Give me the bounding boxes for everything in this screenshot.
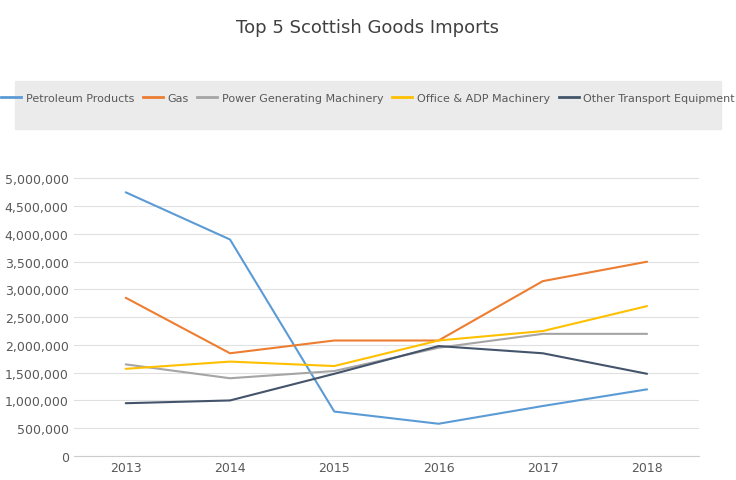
Power Generating Machinery bbox=[539, 331, 548, 337]
Other Transport Equipment bbox=[226, 398, 235, 404]
Other Transport Equipment bbox=[121, 400, 130, 406]
Petroleum Products bbox=[330, 409, 339, 415]
Power Generating Machinery bbox=[121, 362, 130, 368]
Line: Office & ADP Machinery: Office & ADP Machinery bbox=[126, 306, 647, 369]
Gas bbox=[539, 279, 548, 285]
Other Transport Equipment bbox=[330, 371, 339, 377]
Power Generating Machinery bbox=[226, 375, 235, 381]
Legend: Petroleum Products, Gas, Power Generating Machinery, Office & ADP Machinery, Oth: Petroleum Products, Gas, Power Generatin… bbox=[0, 90, 736, 108]
Gas bbox=[330, 338, 339, 344]
Office & ADP Machinery bbox=[643, 303, 651, 309]
Power Generating Machinery bbox=[643, 331, 651, 337]
Other Transport Equipment bbox=[643, 371, 651, 377]
Gas bbox=[643, 259, 651, 265]
Text: Top 5 Scottish Goods Imports: Top 5 Scottish Goods Imports bbox=[236, 19, 500, 37]
Power Generating Machinery bbox=[330, 368, 339, 374]
Office & ADP Machinery bbox=[434, 338, 443, 344]
Line: Other Transport Equipment: Other Transport Equipment bbox=[126, 347, 647, 403]
Office & ADP Machinery bbox=[330, 363, 339, 369]
Gas bbox=[226, 351, 235, 357]
Line: Petroleum Products: Petroleum Products bbox=[126, 193, 647, 424]
Gas bbox=[121, 295, 130, 301]
Office & ADP Machinery bbox=[539, 328, 548, 334]
Petroleum Products bbox=[121, 190, 130, 196]
Gas bbox=[434, 338, 443, 344]
Office & ADP Machinery bbox=[226, 359, 235, 365]
Petroleum Products bbox=[539, 403, 548, 409]
Other Transport Equipment bbox=[539, 351, 548, 357]
Line: Gas: Gas bbox=[126, 262, 647, 354]
Line: Power Generating Machinery: Power Generating Machinery bbox=[126, 334, 647, 378]
Petroleum Products bbox=[434, 421, 443, 427]
Petroleum Products bbox=[226, 237, 235, 243]
Petroleum Products bbox=[643, 387, 651, 393]
Office & ADP Machinery bbox=[121, 366, 130, 372]
Other Transport Equipment bbox=[434, 344, 443, 349]
Power Generating Machinery bbox=[434, 345, 443, 351]
